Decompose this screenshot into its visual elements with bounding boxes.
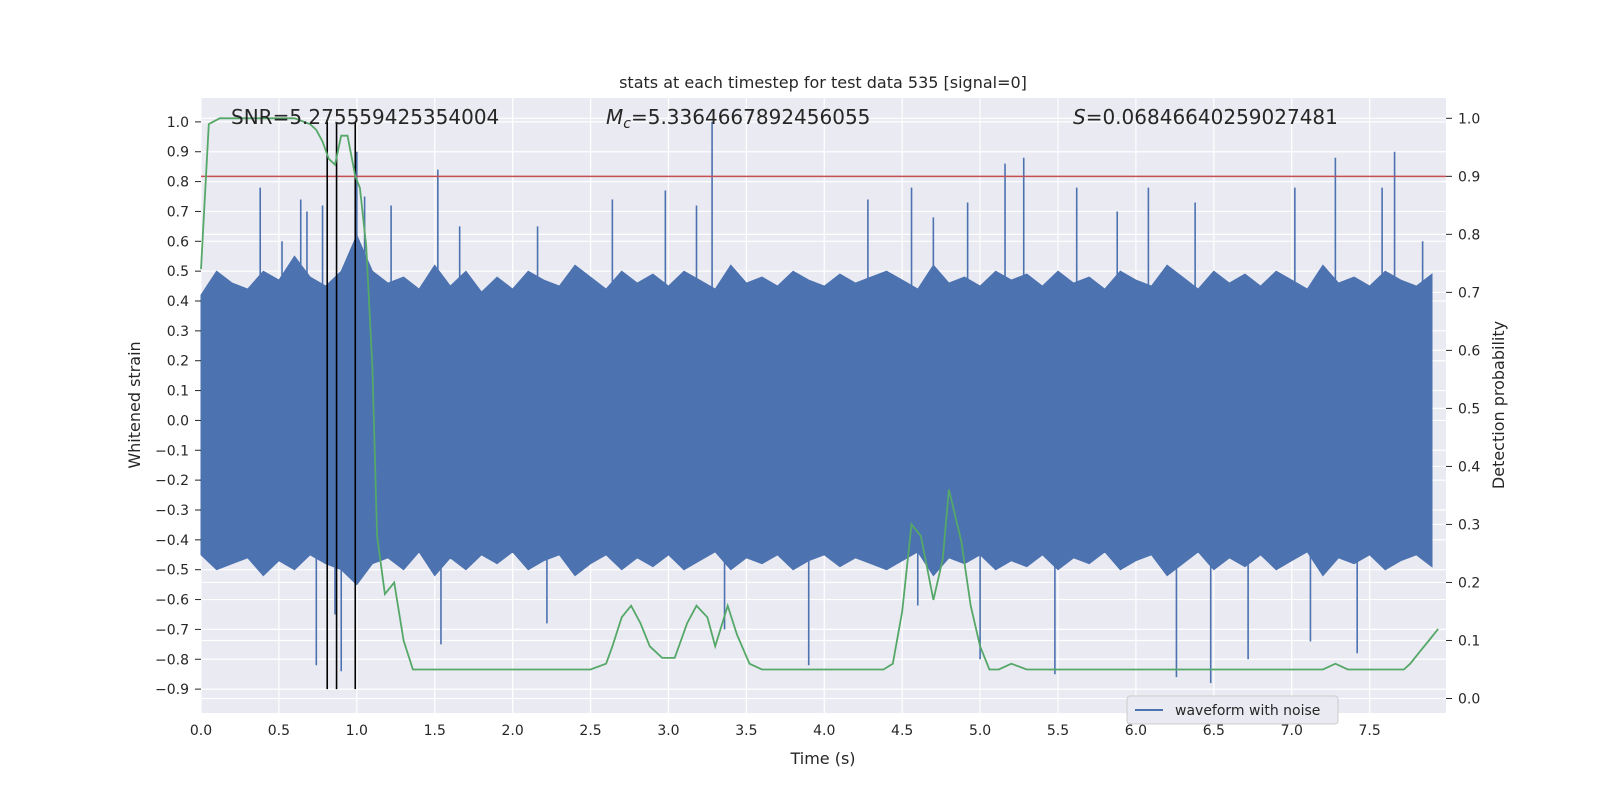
- x-tick-label: 7.0: [1281, 723, 1303, 739]
- x-tick-label: 5.0: [969, 723, 991, 739]
- y2-tick-label: 0.6: [1458, 343, 1480, 359]
- waveform-envelope: [200, 234, 1433, 586]
- y-tick-label: 0.6: [167, 234, 189, 250]
- legend-entry: waveform with noise: [1175, 703, 1320, 719]
- x-tick-label: 3.5: [735, 723, 757, 739]
- y-tick-label: −0.1: [155, 443, 189, 459]
- y2-tick-label: 1.0: [1458, 111, 1480, 127]
- x-axis-ticks: 0.0 0.5 1.0 1.5 2.0 2.5 3.0 3.5 4.0 4.5 5.0 5.5 6.0 6…: [190, 723, 1381, 739]
- x-tick-label: 1.5: [424, 723, 446, 739]
- y-tick-label: −0.3: [155, 503, 189, 519]
- y-axis-ticks: −0.9 −0.8 −0.7 −0.6 −0.5 −0.4 −0.3 −0.2 −0.1 0.0 0…: [155, 115, 201, 698]
- y2-axis-ticks: 0.0 0.1 0.2 0.3 0.4 0.5 0.6 0.7 0.8 0.9 1.0: [1446, 111, 1480, 707]
- y2-tick-label: 0.2: [1458, 575, 1480, 591]
- snr-annotation: SNR=5.275559425354004: [231, 105, 499, 129]
- x-tick-label: 4.5: [891, 723, 913, 739]
- y-tick-label: −0.4: [155, 533, 189, 549]
- y-tick-label: 0.1: [167, 384, 189, 400]
- x-tick-label: 2.0: [502, 723, 524, 739]
- y-tick-label: 0.0: [167, 413, 189, 429]
- y2-tick-label: 0.3: [1458, 517, 1480, 533]
- y-tick-label: −0.6: [155, 593, 189, 609]
- y2-tick-label: 0.8: [1458, 227, 1480, 243]
- x-tick-label: 4.0: [813, 723, 835, 739]
- waveform-center: [200, 405, 233, 436]
- s-annotation: S=0.06846640259027481: [1073, 105, 1338, 129]
- y2-axis-label: Detection probability: [1489, 321, 1508, 489]
- y-tick-label: −0.5: [155, 563, 189, 579]
- detection-probability-line: [200, 117, 1439, 671]
- y-tick-label: −0.9: [155, 682, 189, 698]
- x-axis-label: Time (s): [789, 749, 855, 768]
- x-tick-label: 2.5: [579, 723, 601, 739]
- x-tick-label: 0.0: [190, 723, 212, 739]
- y-tick-label: 0.9: [167, 145, 189, 161]
- y-tick-label: 0.7: [167, 204, 189, 220]
- y-tick-label: 0.2: [167, 354, 189, 370]
- chirp-mass-annotation: Mc=5.3364667892456055: [606, 105, 870, 132]
- y-tick-label: −0.7: [155, 622, 189, 638]
- detection-probability-series: [200, 117, 1439, 671]
- y-tick-label: −0.8: [155, 652, 189, 668]
- y-tick-label: 1.0: [167, 115, 189, 131]
- y-tick-label: −0.2: [155, 473, 189, 489]
- y-tick-label: 0.3: [167, 324, 189, 340]
- x-tick-label: 5.5: [1047, 723, 1069, 739]
- y2-tick-label: 0.1: [1458, 633, 1480, 649]
- y-tick-label: 0.4: [167, 294, 189, 310]
- legend-box: [1126, 695, 1339, 725]
- y2-tick-label: 0.0: [1458, 691, 1480, 707]
- y-tick-label: 0.8: [167, 175, 189, 191]
- y2-tick-label: 0.7: [1458, 285, 1480, 301]
- legend: waveform with noise: [1126, 695, 1339, 725]
- y2-tick-label: 0.9: [1458, 169, 1480, 185]
- waveform-series: [200, 121, 1433, 684]
- x-tick-label: 3.0: [657, 723, 679, 739]
- vertical-marker-lines: [326, 121, 357, 690]
- chart-title: stats at each timestep for test data 535…: [619, 73, 1027, 92]
- x-tick-label: 6.5: [1203, 723, 1225, 739]
- y2-tick-label: 0.5: [1458, 401, 1480, 417]
- x-tick-label: 6.0: [1125, 723, 1147, 739]
- x-tick-label: 1.0: [346, 723, 368, 739]
- y-axis-label: Whitened strain: [125, 341, 144, 468]
- x-tick-label: 0.5: [268, 723, 290, 739]
- x-tick-label: 7.5: [1359, 723, 1381, 739]
- y2-tick-label: 0.4: [1458, 459, 1480, 475]
- y-tick-label: 0.5: [167, 264, 189, 280]
